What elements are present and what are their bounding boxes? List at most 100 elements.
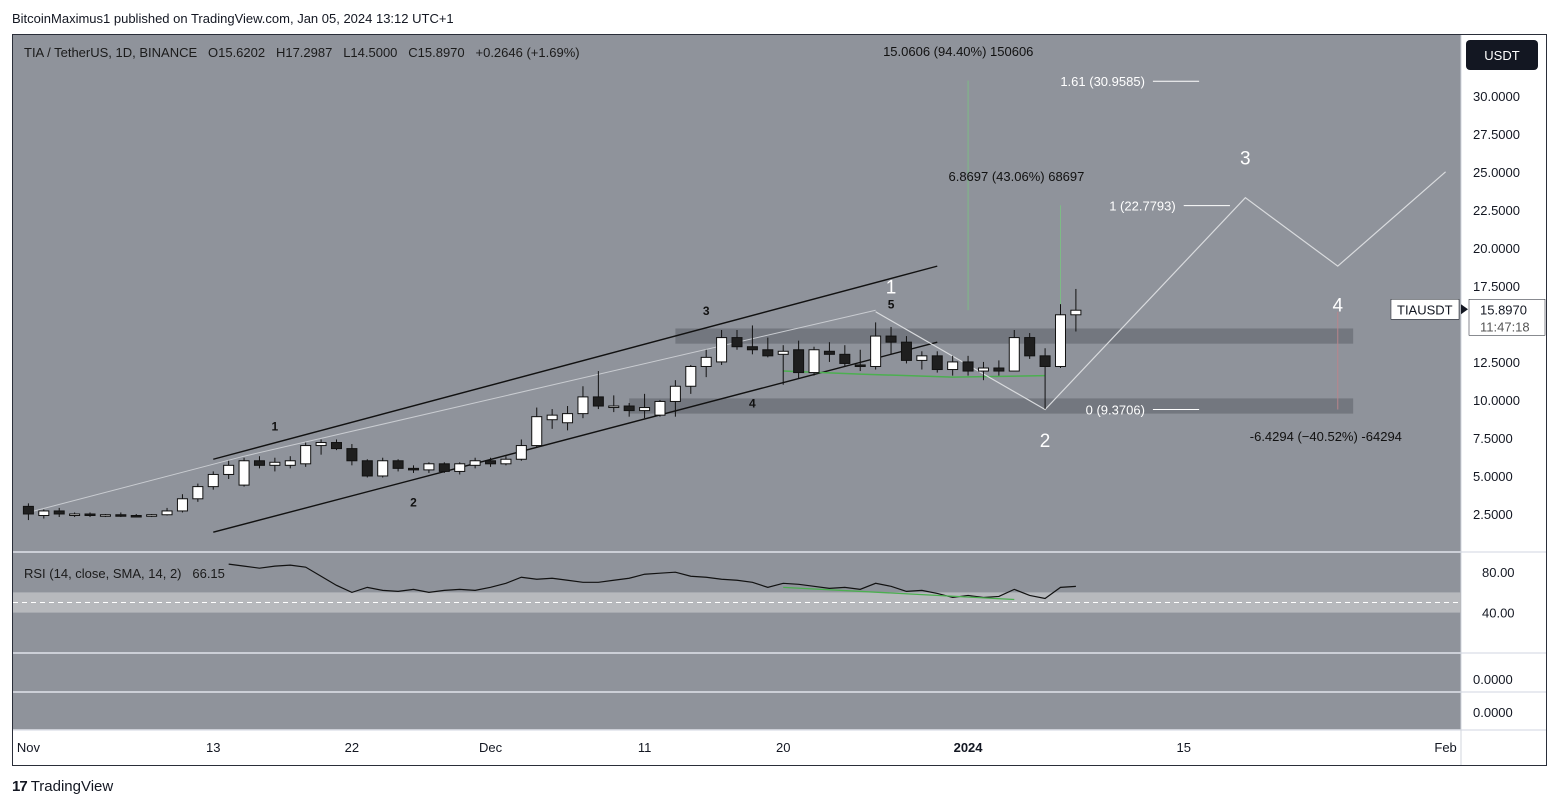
candle xyxy=(977,361,989,381)
legend-open: O15.6202 xyxy=(208,45,266,60)
candle xyxy=(53,507,65,518)
fib-level-label: 0 (9.3706) xyxy=(1086,403,1145,418)
candle-body xyxy=(1039,355,1051,367)
tradingview-brand: TradingView xyxy=(30,778,114,795)
price-tick-label: 10.0000 xyxy=(1473,393,1520,408)
candle xyxy=(716,329,728,365)
candle xyxy=(777,345,789,385)
time-tick-label: Dec xyxy=(479,740,503,755)
candle-body xyxy=(238,460,250,486)
candle-body xyxy=(438,463,450,472)
wave-label-major: 3 xyxy=(1240,148,1251,169)
candle-body xyxy=(639,407,651,412)
candle-body xyxy=(454,463,466,472)
candle xyxy=(823,342,835,362)
candle-body xyxy=(685,365,697,387)
candle xyxy=(300,442,312,467)
candle-body xyxy=(762,349,774,357)
price-tick-label: 5.0000 xyxy=(1473,469,1513,484)
rsi-value: 66.15 xyxy=(192,566,225,581)
candle xyxy=(700,349,712,378)
lower-tick-label: 0.0000 xyxy=(1473,672,1513,687)
price-tag-symbol: TIAUSDT xyxy=(1397,302,1453,317)
tradingview-logo-icon: 17 xyxy=(12,778,28,795)
candle xyxy=(485,457,497,467)
candle-body xyxy=(223,464,235,475)
candle-body xyxy=(885,335,897,343)
wave-label-minor: 5 xyxy=(888,298,895,312)
candle xyxy=(223,460,235,480)
price-pointer-icon xyxy=(1461,304,1468,315)
time-tick-label: 15 xyxy=(1176,740,1190,755)
legend-low: L14.5000 xyxy=(343,45,398,60)
candle-body xyxy=(330,442,342,450)
candle-body xyxy=(130,515,142,518)
price-tick-label: 27.5000 xyxy=(1473,127,1520,142)
candle-body xyxy=(993,367,1005,372)
candle-body xyxy=(947,361,959,371)
candle-body xyxy=(253,460,265,466)
rsi-label[interactable]: RSI (14, close, SMA, 14, 2) xyxy=(24,566,182,581)
candle-body xyxy=(608,405,620,409)
candle-body xyxy=(562,413,574,424)
candle-body xyxy=(176,498,188,512)
candle xyxy=(438,462,450,473)
candle-body xyxy=(1054,314,1066,367)
candle xyxy=(69,512,81,518)
candle-body xyxy=(361,460,373,477)
candle xyxy=(392,459,404,472)
candle xyxy=(916,351,928,370)
candle-body xyxy=(84,513,96,517)
time-tick-label: 11 xyxy=(638,740,652,755)
time-tick-label: 22 xyxy=(345,740,359,755)
price-tick-label: 12.5000 xyxy=(1473,355,1520,370)
candle-body xyxy=(823,350,835,355)
candle-body xyxy=(515,445,527,460)
candle-body xyxy=(900,341,912,361)
wave-label-major: 2 xyxy=(1040,431,1051,452)
candle xyxy=(546,409,558,429)
candle-body xyxy=(207,473,219,488)
candle-body xyxy=(654,400,666,416)
measure-label: 15.0606 (94.40%) 150606 xyxy=(883,44,1033,59)
currency-button[interactable]: USDT xyxy=(1466,40,1538,70)
tradingview-logo[interactable]: 17 TradingView xyxy=(12,778,113,795)
time-tick-label: Feb xyxy=(1434,740,1456,755)
candle xyxy=(793,340,805,379)
candle xyxy=(669,380,681,417)
candle-body xyxy=(469,460,481,466)
candle-body xyxy=(392,460,404,469)
candle xyxy=(1024,333,1036,359)
candle xyxy=(284,456,296,469)
candle xyxy=(269,457,281,472)
candle-body xyxy=(808,349,820,374)
time-tick-label: Nov xyxy=(17,740,41,755)
candle xyxy=(22,503,34,521)
candle xyxy=(377,457,389,478)
fib-level-label: 1 (22.7793) xyxy=(1109,199,1176,214)
time-tick-label: 20 xyxy=(776,740,790,755)
candle-body xyxy=(346,448,358,462)
candle xyxy=(146,513,158,518)
price-tag-price: 15.8970 xyxy=(1480,302,1527,317)
candle xyxy=(330,439,342,451)
candle xyxy=(423,462,435,473)
legend-symbol[interactable]: TIA / TetherUS, 1D, BINANCE xyxy=(24,45,198,60)
currency-label: USDT xyxy=(1484,47,1520,63)
candle xyxy=(253,456,265,469)
price-tick-label: 2.5000 xyxy=(1473,507,1513,522)
rsi-legend: RSI (14, close, SMA, 14, 2) 66.15 xyxy=(24,566,225,581)
channel-upper-line xyxy=(213,265,938,460)
legend-change: +0.2646 (+1.69%) xyxy=(475,45,580,60)
wave-label-minor: 1 xyxy=(272,419,279,433)
candle-body xyxy=(746,346,758,351)
candle xyxy=(469,457,481,469)
wave-label-major: 4 xyxy=(1332,296,1343,317)
candle xyxy=(947,355,959,376)
candle xyxy=(515,439,527,461)
candle-body xyxy=(423,463,435,471)
price-tick-label: 30.0000 xyxy=(1473,89,1520,104)
candle xyxy=(854,349,866,372)
support-trendline xyxy=(783,370,1046,378)
